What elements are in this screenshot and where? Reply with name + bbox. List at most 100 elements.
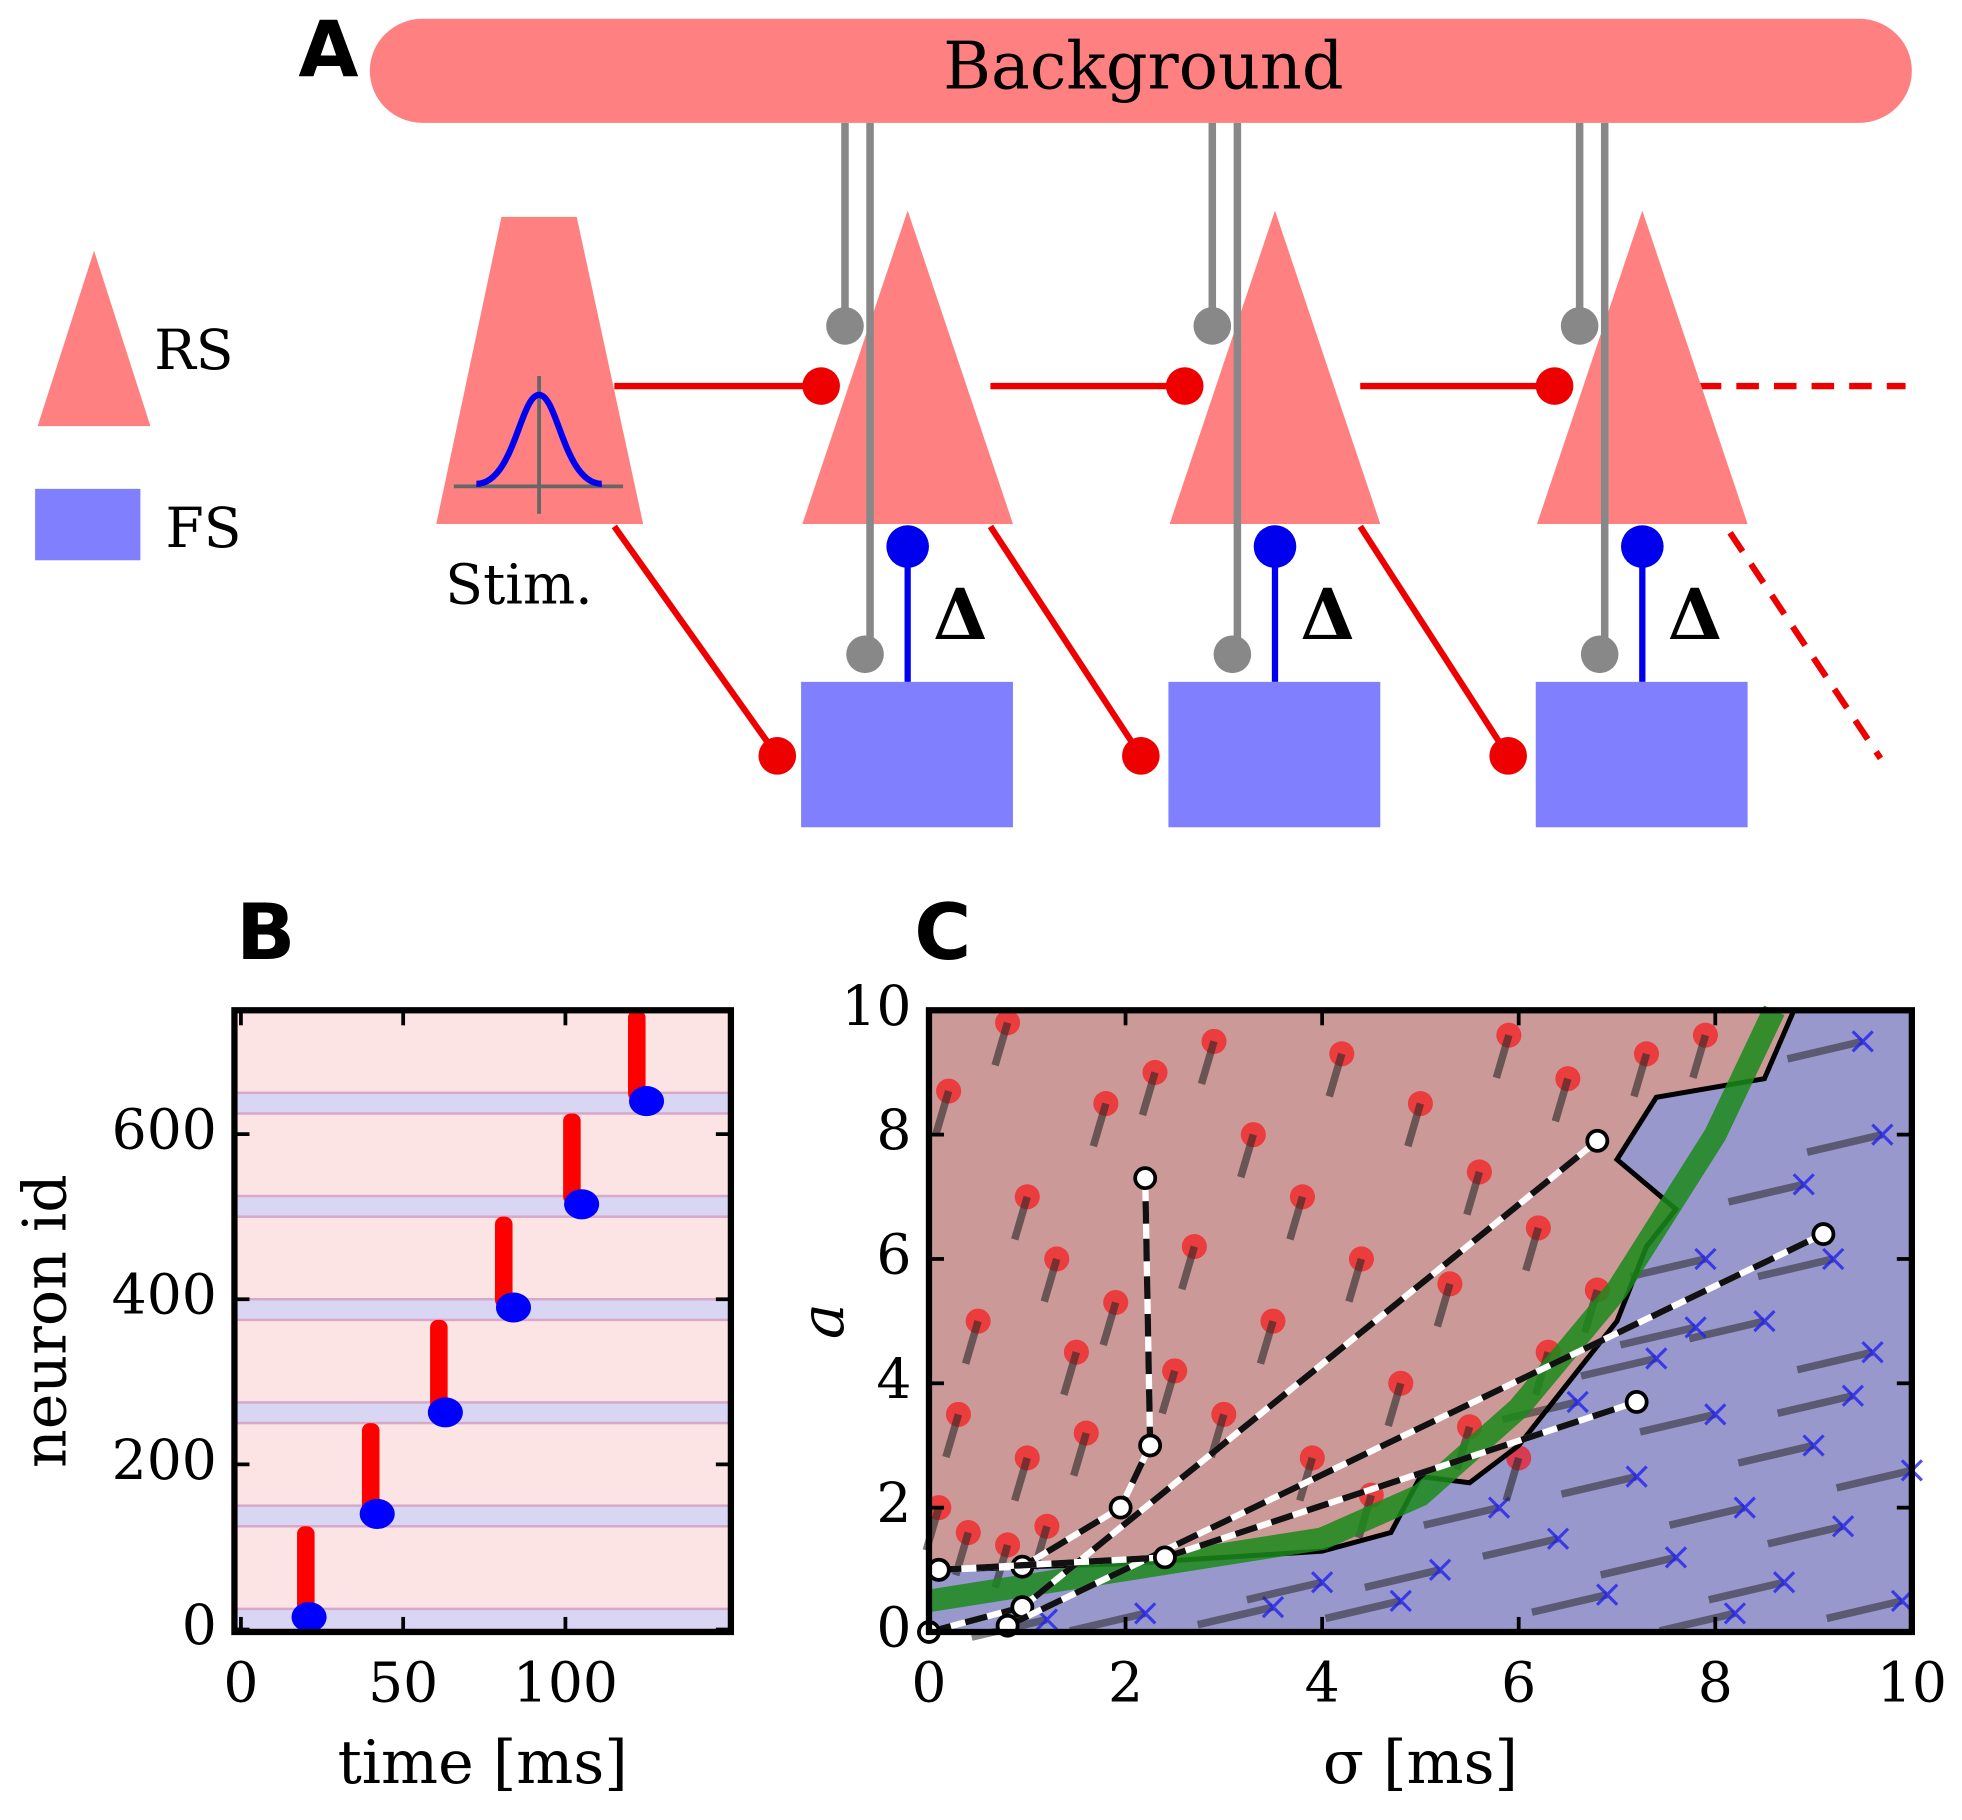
- rs-point: [1437, 1271, 1463, 1297]
- rs-direction: [1158, 1369, 1179, 1415]
- fs-band: [233, 1504, 733, 1528]
- fs-direction: [1069, 1609, 1147, 1635]
- x-tick-label: 4: [1305, 1652, 1340, 1716]
- rs-direction: [1138, 1071, 1159, 1117]
- y-tick-label: 2: [876, 1472, 911, 1536]
- delay-label: Δ: [933, 573, 987, 656]
- fs-point: [1851, 1030, 1874, 1053]
- rs-population: [1169, 210, 1381, 524]
- fs-direction: [1766, 1522, 1844, 1548]
- rs-direction: [1040, 1257, 1061, 1303]
- y-tick-label: 10: [841, 975, 911, 1039]
- background-label: Background: [943, 28, 1344, 104]
- fs-point: [1645, 1347, 1668, 1370]
- fs-spikes: [359, 1498, 395, 1529]
- x-tick-label: 100: [513, 1652, 618, 1716]
- stim-pulse: [453, 376, 624, 514]
- rs-direction: [1492, 1034, 1513, 1079]
- fs-direction: [1422, 1503, 1500, 1529]
- rs-direction: [1256, 1320, 1277, 1365]
- fs-point: [1890, 1589, 1914, 1613]
- plot-frame: [231, 1007, 735, 1636]
- rs-direction: [1070, 1431, 1090, 1477]
- fs-point: [1802, 1434, 1825, 1457]
- rs-direction: [1551, 1077, 1572, 1123]
- rs-spikes: [361, 1423, 380, 1514]
- rs-direction: [932, 1090, 953, 1135]
- fs-direction: [1806, 1130, 1884, 1156]
- y-axis-label: a: [788, 1303, 858, 1339]
- rs-spikes: [297, 1526, 315, 1622]
- rs-direction: [1178, 1245, 1198, 1291]
- x-axis-label: σ [ms]: [1323, 1728, 1518, 1798]
- rs-direction: [1689, 1034, 1710, 1079]
- background-pool: [369, 18, 1912, 123]
- inhibitory-synapse: [1621, 525, 1664, 568]
- fs-point: [1134, 1602, 1157, 1625]
- fs-spikes: [495, 1292, 532, 1323]
- x-tick-label: 8: [1698, 1652, 1733, 1716]
- background-synapse: [846, 635, 884, 674]
- rs-spikes: [494, 1216, 513, 1308]
- rs-direction: [1011, 1456, 1031, 1502]
- rs-direction: [1099, 1301, 1120, 1347]
- inhibitory-synapse: [1253, 525, 1297, 568]
- rs-direction: [961, 1320, 982, 1365]
- background-synapse: [826, 307, 864, 345]
- y-tick-label: 0: [876, 1596, 911, 1660]
- rs-population: [802, 210, 1013, 524]
- excitatory-synapses: [758, 367, 1574, 775]
- fs-point: [1428, 1558, 1452, 1581]
- panel-label: A: [298, 6, 358, 96]
- fs-population: [801, 681, 1013, 828]
- fs-direction: [1560, 1472, 1638, 1498]
- fs-point: [1694, 1247, 1717, 1271]
- boundary: [928, 1009, 1797, 1573]
- rs-direction: [1286, 1195, 1307, 1241]
- fs-direction: [1363, 1566, 1441, 1592]
- fs-direction: [1825, 1597, 1903, 1623]
- rs-region: [928, 1010, 1794, 1570]
- fs-point: [1861, 1341, 1884, 1364]
- legend-fs-icon: [35, 488, 141, 561]
- trajectory-point: [1585, 1128, 1610, 1153]
- fs-population: [1535, 681, 1748, 828]
- fs-direction: [1668, 1503, 1746, 1529]
- x-axis-label: time [ms]: [338, 1728, 628, 1798]
- fs-direction: [1481, 1535, 1559, 1560]
- rs-direction: [991, 1021, 1012, 1067]
- fs-point: [1684, 1316, 1707, 1339]
- trajectory-point: [1152, 1545, 1177, 1570]
- fs-direction: [1658, 1609, 1736, 1635]
- rs-direction: [1630, 1052, 1651, 1098]
- rs-population: [1537, 210, 1748, 524]
- rs-spikes: [430, 1319, 448, 1411]
- rs-direction: [1502, 1456, 1523, 1502]
- rs-direction: [1197, 1040, 1218, 1086]
- excitatory-connections: [611, 382, 1906, 761]
- fs-direction: [1639, 1410, 1717, 1436]
- fs-point: [1723, 1602, 1747, 1625]
- fs-spikes: [628, 1086, 665, 1117]
- y-tick-label: 4: [876, 1348, 911, 1412]
- fs-point: [1822, 1247, 1845, 1271]
- rs-direction: [1463, 1170, 1483, 1216]
- fs-direction: [1619, 1323, 1697, 1349]
- rs-spikes: [628, 1010, 646, 1102]
- fs-direction: [1196, 1603, 1274, 1629]
- fs-point: [1389, 1589, 1412, 1613]
- fs-point: [1310, 1571, 1334, 1594]
- fs-direction: [1324, 1597, 1402, 1623]
- legend-fs: FS: [165, 497, 241, 561]
- fs-point: [1487, 1496, 1511, 1519]
- legend-rs: RS: [154, 319, 233, 383]
- fs-point: [1625, 1465, 1648, 1488]
- fs-direction: [1786, 1037, 1864, 1063]
- fs-point: [1664, 1546, 1688, 1569]
- fs-direction: [1531, 1591, 1609, 1616]
- rs-direction: [1384, 1382, 1405, 1427]
- fs-direction: [1580, 1354, 1658, 1380]
- rs-direction: [1345, 1257, 1366, 1303]
- trajectory-point: [1138, 1433, 1163, 1458]
- fs-direction: [1835, 1466, 1913, 1492]
